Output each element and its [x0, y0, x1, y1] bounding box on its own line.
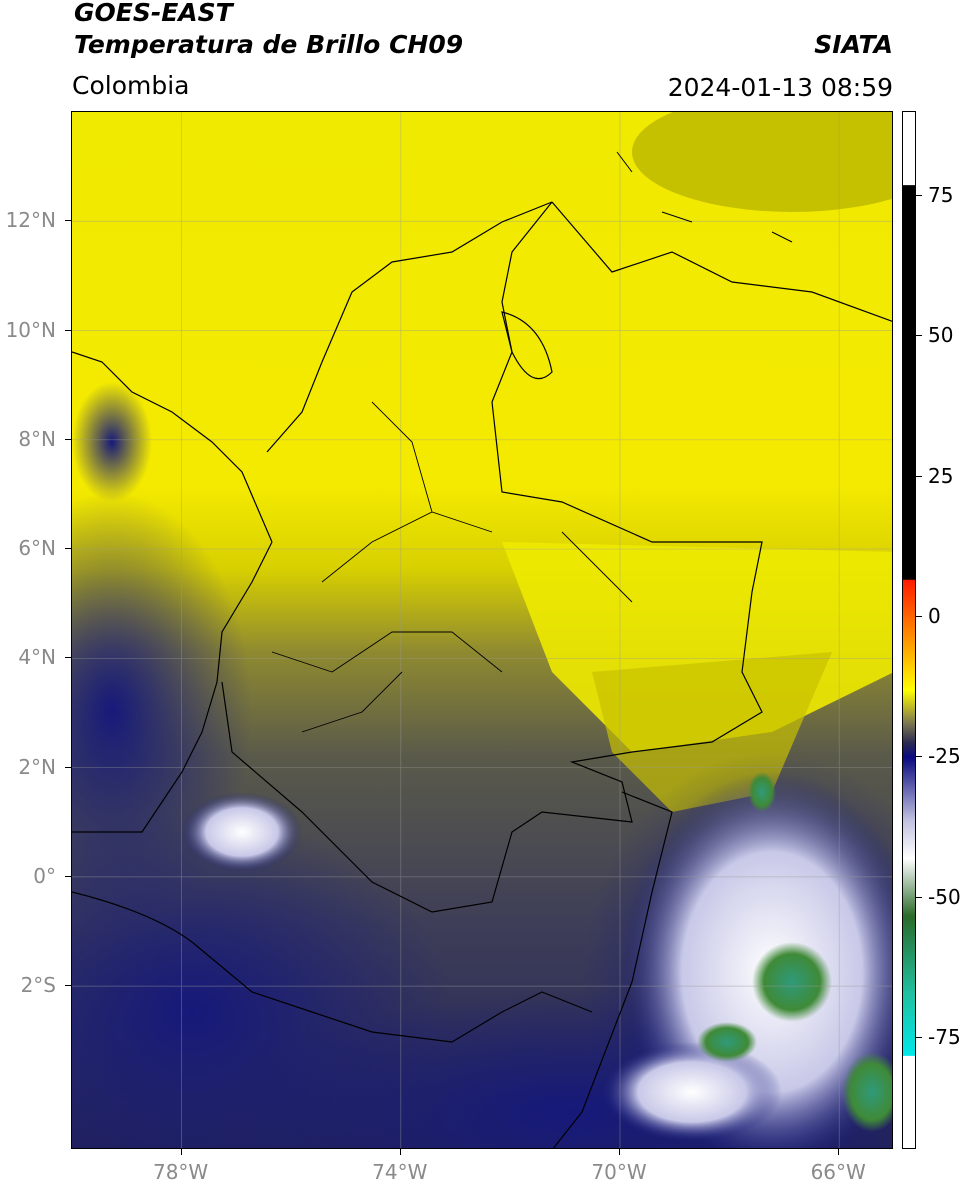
lat-tick [65, 985, 71, 987]
colorbar [902, 111, 916, 1149]
lon-tick [180, 1149, 182, 1155]
colorbar-label: -50 [928, 884, 961, 909]
lat-label: 12°N [5, 208, 56, 233]
lat-tick [65, 766, 71, 768]
coastline-south [72, 891, 193, 943]
colorbar-tick [916, 335, 922, 337]
lake-maracaibo [501, 311, 553, 380]
colorbar-tick [916, 756, 922, 758]
lat-tick [65, 220, 71, 222]
colorbar-tick [916, 195, 922, 197]
colorbar-tick [916, 475, 922, 477]
cold-cloud-south [602, 1042, 782, 1142]
satellite-title: GOES-EAST [74, 0, 233, 27]
colorbar-label: -25 [928, 744, 961, 769]
olive-cloud-north [632, 112, 892, 212]
colombia-border [221, 201, 763, 913]
colorbar-tick [916, 896, 922, 898]
cold-cloud-west [182, 792, 302, 872]
colorbar-label: 25 [928, 463, 954, 488]
lat-tick [65, 438, 71, 440]
product-title: Temperatura de Brillo CH09 [74, 30, 464, 59]
lon-label: 74°W [372, 1160, 428, 1184]
colorbar-tick [916, 615, 922, 617]
lon-tick [619, 1149, 620, 1155]
venezuela-coast [551, 201, 892, 322]
satellite-map[interactable] [71, 111, 893, 1149]
lon-tick [838, 1149, 840, 1155]
colorbar-label: 50 [928, 323, 954, 348]
green-core-4 [842, 1052, 892, 1132]
lon-tick [399, 1149, 401, 1155]
lat-label: 10°N [5, 317, 56, 342]
lat-label: 0° [33, 863, 56, 888]
peru-brazil-border [552, 791, 673, 1148]
colorbar-fill [903, 185, 915, 1075]
department-borders [271, 401, 633, 733]
colorbar-label: 0 [928, 603, 941, 628]
lon-label: 78°W [152, 1160, 209, 1184]
lat-label: 2°N [18, 754, 56, 779]
panama-border [72, 351, 273, 543]
lat-tick [65, 329, 71, 331]
lon-label: 70°W [591, 1160, 647, 1184]
green-core-1 [752, 942, 832, 1022]
lat-label: 8°N [18, 426, 56, 451]
map-image [72, 112, 892, 1148]
lat-tick [65, 548, 71, 550]
colombia-ecuador-coast [72, 541, 273, 833]
navy-region-northwest [72, 382, 152, 502]
caribbean-coast [266, 201, 553, 453]
ecuador-peru-border [191, 941, 593, 1043]
timestamp-label: 2024-01-13 08:59 [667, 73, 893, 102]
agency-label: SIATA [814, 30, 893, 59]
colorbar-label: -75 [928, 1024, 961, 1049]
green-core-2 [697, 1022, 757, 1062]
lat-tick [65, 657, 71, 659]
lat-label: 6°N [18, 536, 56, 561]
colorbar-tick [916, 1036, 922, 1038]
lon-label: 66°W [810, 1160, 866, 1184]
lat-tick [65, 875, 71, 877]
green-core-3 [748, 772, 776, 812]
lat-label: 4°N [18, 645, 56, 670]
islands [616, 151, 793, 243]
colorbar-label: 75 [928, 183, 954, 208]
lat-label: 2°S [20, 973, 56, 998]
country-borders [72, 151, 892, 1148]
region-label: Colombia [72, 71, 190, 100]
